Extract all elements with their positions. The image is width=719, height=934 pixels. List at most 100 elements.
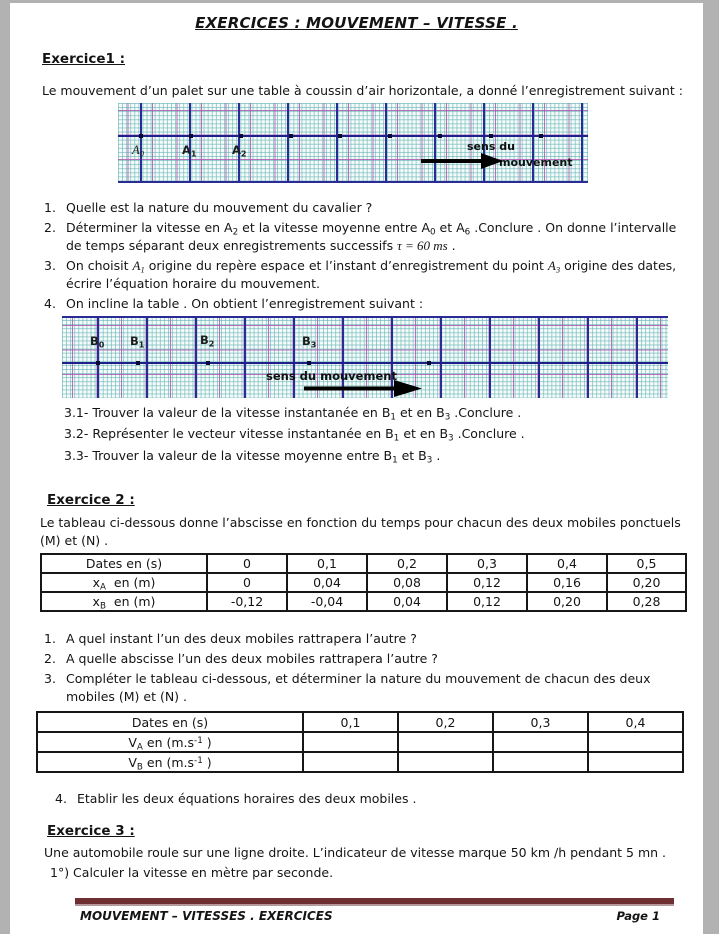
exercise3-question: 1°) Calculer la vitesse en mètre par sec… bbox=[50, 864, 334, 880]
header-cell: 0,4 bbox=[526, 553, 608, 574]
question-row: 2. A quelle abscisse l’un des deux mobil… bbox=[44, 650, 703, 668]
empty-cell bbox=[302, 731, 399, 753]
question-row: 4. On incline la table . On obtient l’en… bbox=[44, 295, 703, 313]
header-cell: 0,3 bbox=[492, 711, 589, 733]
header-cell: 0 bbox=[206, 553, 288, 574]
data-point bbox=[307, 360, 311, 365]
question-number: 1. bbox=[44, 631, 56, 646]
position-table: Dates en (s) 0 0,1 0,2 0,3 0,4 0,5 xA en… bbox=[40, 553, 687, 612]
direction-label: sens du bbox=[467, 139, 515, 153]
data-point bbox=[139, 133, 143, 138]
header-cell: Dates en (s) bbox=[36, 711, 304, 733]
question-number: 2. bbox=[44, 219, 56, 235]
header-cell: Dates en (s) bbox=[40, 553, 208, 574]
question-text: Quelle est la nature du mouvement du cav… bbox=[66, 199, 373, 215]
question-number: 4. bbox=[55, 791, 67, 806]
point-label-a2: A2 bbox=[232, 142, 247, 158]
table-row: VA en (m.s-1 ) bbox=[36, 731, 684, 753]
direction-label: mouvement bbox=[499, 155, 573, 169]
header-cell: 0,5 bbox=[606, 553, 687, 574]
question-row: 4. Etablir les deux équations horaires d… bbox=[55, 790, 703, 808]
data-point bbox=[96, 360, 100, 365]
page-title: EXERCICES : MOUVEMENT – VITESSE . bbox=[195, 14, 518, 32]
question-text: A quel instant l’un des deux mobiles rat… bbox=[66, 631, 417, 646]
header-cell: 0,1 bbox=[286, 553, 368, 574]
value-cell: 0,08 bbox=[366, 572, 448, 593]
footer-title: MOUVEMENT – VITESSES . EXERCICES bbox=[80, 909, 333, 923]
exercise3-heading: Exercice 3 : bbox=[47, 823, 135, 839]
exercise2-heading: Exercice 2 : bbox=[47, 492, 135, 508]
value-cell: 0 bbox=[206, 572, 288, 593]
question-row: 1. Quelle est la nature du mouvement du … bbox=[44, 199, 703, 217]
data-point bbox=[289, 133, 293, 138]
question-number: 1. bbox=[44, 199, 56, 215]
motion-recording-a: A0 A1 A2 sens du mouvement bbox=[118, 102, 588, 183]
data-point bbox=[338, 133, 342, 138]
exercise2-intro: Le tableau ci-dessous donne l’abscisse e… bbox=[40, 515, 681, 548]
value-cell: 0,20 bbox=[526, 591, 608, 612]
question-number: 3. bbox=[44, 671, 56, 686]
row-label: xB en (m) bbox=[40, 591, 208, 612]
value-cell: 0,04 bbox=[286, 572, 368, 593]
data-point bbox=[438, 133, 442, 138]
value-cell: 0,12 bbox=[446, 572, 528, 593]
point-label-a1: A1 bbox=[182, 142, 197, 158]
value-cell: 0,20 bbox=[606, 572, 687, 593]
table-row: Dates en (s) 0 0,1 0,2 0,3 0,4 0,5 bbox=[40, 553, 687, 574]
exercise3-text: Une automobile roule sur une ligne droit… bbox=[44, 845, 666, 860]
data-point bbox=[189, 133, 193, 138]
empty-cell bbox=[302, 751, 399, 773]
header-cell: 0,2 bbox=[366, 553, 448, 574]
footer-divider bbox=[75, 898, 674, 906]
page-number: Page 1 bbox=[616, 909, 661, 923]
point-label-b3: B3 bbox=[302, 333, 317, 349]
velocity-table: Dates en (s) 0,1 0,2 0,3 0,4 VA en (m.s-… bbox=[36, 711, 684, 773]
exercise1-subquestions: 3.1- Trouver la valeur de la vitesse ins… bbox=[10, 402, 703, 467]
empty-cell bbox=[492, 751, 589, 773]
table-row: xA en (m) 0 0,04 0,08 0,12 0,16 0,20 bbox=[40, 572, 687, 593]
exercise1-questions: 1. Quelle est la nature du mouvement du … bbox=[10, 199, 703, 313]
page-footer: MOUVEMENT – VITESSES . EXERCICES Page 1 bbox=[75, 898, 674, 923]
data-point bbox=[388, 133, 392, 138]
point-label-b1: B1 bbox=[130, 333, 145, 349]
empty-cell bbox=[397, 731, 494, 753]
direction-label: sens du mouvement bbox=[266, 368, 397, 383]
row-label: xA en (m) bbox=[40, 572, 208, 593]
value-cell: -0,04 bbox=[286, 591, 368, 612]
header-cell: 0,2 bbox=[397, 711, 494, 733]
direction-arrow-icon bbox=[421, 152, 503, 169]
header-cell: 0,1 bbox=[302, 711, 399, 733]
question-text: Etablir les deux équations horaires des … bbox=[77, 791, 417, 806]
question-text: On choisit A1 origine du repère espace e… bbox=[66, 257, 677, 291]
trajectory-line bbox=[62, 361, 668, 364]
row-label: VA en (m.s-1 ) bbox=[36, 731, 304, 753]
question-row: 3. On choisit A1 origine du repère espac… bbox=[44, 257, 703, 293]
question-text: On incline la table . On obtient l’enreg… bbox=[66, 295, 424, 311]
empty-cell bbox=[587, 751, 684, 773]
data-point bbox=[539, 133, 543, 138]
document-page: EXERCICES : MOUVEMENT – VITESSE . Exerci… bbox=[10, 3, 703, 934]
question-number: 2. bbox=[44, 651, 56, 666]
exercise1-intro: Le mouvement d’un palet sur une table à … bbox=[42, 83, 683, 98]
value-cell: 0,04 bbox=[366, 591, 448, 612]
point-label-b2: B2 bbox=[200, 332, 215, 348]
trajectory-line bbox=[118, 134, 588, 137]
data-point bbox=[136, 360, 140, 365]
question-number: 4. bbox=[44, 295, 56, 311]
value-cell: 0,16 bbox=[526, 572, 608, 593]
data-point bbox=[427, 360, 431, 365]
subquestion: 3.1- Trouver la valeur de la vitesse ins… bbox=[64, 404, 522, 422]
row-label: VB en (m.s-1 ) bbox=[36, 751, 304, 773]
table-row: Dates en (s) 0,1 0,2 0,3 0,4 bbox=[36, 711, 684, 733]
data-point bbox=[206, 360, 210, 365]
value-cell: -0,12 bbox=[206, 591, 288, 612]
footer-row: MOUVEMENT – VITESSES . EXERCICES Page 1 bbox=[75, 909, 674, 923]
value-cell: 0,12 bbox=[446, 591, 528, 612]
point-label-a0: A0 bbox=[132, 142, 145, 158]
point-label-b0: B0 bbox=[90, 333, 105, 349]
exercise1-heading: Exercice1 : bbox=[42, 51, 126, 67]
table-row: VB en (m.s-1 ) bbox=[36, 751, 684, 773]
question-text: Déterminer la vitesse en A2 et la vitess… bbox=[66, 219, 677, 253]
header-cell: 0,4 bbox=[587, 711, 684, 733]
data-point bbox=[489, 133, 493, 138]
